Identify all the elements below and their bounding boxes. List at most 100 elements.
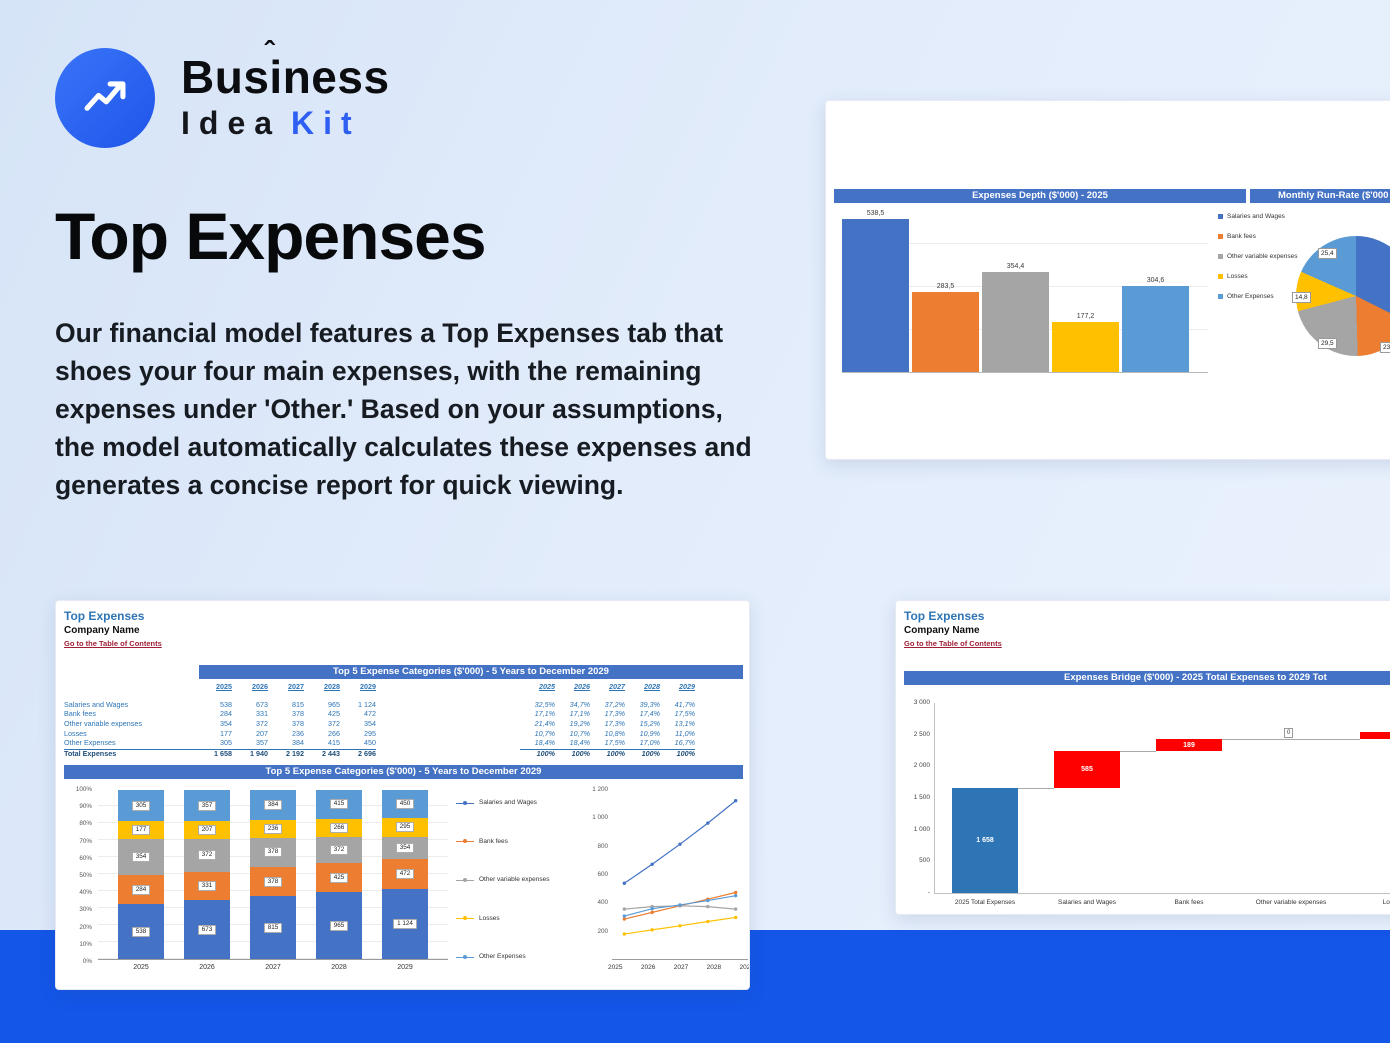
x-axis-label: 2028 — [706, 964, 722, 971]
value-cell: 450 — [364, 738, 376, 748]
percent-cell: 10,7% — [534, 728, 555, 738]
segment-value-label: 538 — [131, 926, 151, 937]
bar — [1052, 321, 1119, 372]
waterfall-bar: 1 658 — [952, 788, 1018, 893]
data-point — [733, 890, 738, 895]
stacked-bar: 357 207 372 331 673 — [184, 790, 230, 959]
sheet-title: Top Expenses — [64, 609, 145, 623]
legend-item: Other variable expenses — [1218, 253, 1298, 261]
bar-value-label: 304,6 — [1146, 276, 1165, 284]
legend-line-icon — [456, 916, 474, 921]
waterfall-bar: 585 — [1054, 750, 1120, 788]
value-cell: 425 — [328, 709, 340, 719]
percent-cell: 100% — [555, 748, 590, 759]
legend-label: Losses — [1227, 273, 1248, 280]
legend-line-icon — [456, 800, 474, 805]
value-cell: 384 — [292, 738, 304, 748]
legend-item: Bank fees — [1218, 233, 1298, 241]
table-year-header-row: 2025 2026 2027 2028 2029 2025 2026 2027 2028 2029 — [64, 682, 743, 692]
expense-table-header: Top 5 Expense Categories ($'000) - 5 Yea… — [199, 665, 743, 679]
legend-label: Bank fees — [1227, 233, 1256, 240]
stacked-segment: 354 — [382, 836, 428, 859]
legend-swatch — [1218, 254, 1223, 259]
stacked-segment: 378 — [250, 837, 296, 867]
value-cell: 673 — [256, 699, 268, 709]
logo-circle — [55, 48, 155, 148]
bar-value-label: 0 — [1284, 728, 1294, 738]
bar — [1122, 285, 1189, 372]
percent-cell: 18,4% — [534, 738, 555, 748]
legend-item: Losses — [456, 915, 568, 923]
legend-label: Salaries and Wages — [1227, 213, 1285, 220]
segment-value-label: 415 — [329, 799, 349, 810]
data-point — [706, 919, 710, 924]
stacked-segment: 372 — [316, 837, 362, 863]
value-cell: 354 — [364, 718, 376, 728]
percent-cell: 34,7% — [569, 699, 590, 709]
value-cell: 815 — [292, 699, 304, 709]
bar-value-label: 538,5 — [866, 210, 885, 218]
stacked-bar: 415 266 372 425 965 — [316, 790, 362, 959]
percent-cell: 32,5% — [534, 699, 555, 709]
legend-label: Losses — [479, 914, 500, 922]
value-cell: 415 — [328, 738, 340, 748]
segment-value-label: 965 — [329, 920, 349, 931]
bar — [912, 291, 979, 372]
stacked-segment: 357 — [184, 790, 230, 822]
bar-value-label: 189 — [1183, 741, 1195, 749]
logo-name-i: i — [269, 51, 283, 103]
pie-data-label: 23,7 — [1380, 342, 1390, 353]
legend-swatch — [1218, 274, 1223, 279]
stacked-bar: 450 295 354 472 1 124 — [382, 790, 428, 959]
stacked-segment: 284 — [118, 875, 164, 905]
legend-label: Other variable expenses — [1227, 253, 1298, 260]
data-point — [622, 917, 627, 921]
stacked-segment: 815 — [250, 896, 296, 959]
percent-cell: 100% — [625, 748, 660, 759]
segment-value-label: 815 — [263, 922, 283, 933]
table-of-contents-link[interactable]: Go to the Table of Contents — [64, 639, 162, 648]
monthly-run-rate-pie-chart: 25,4 14,8 29,5 23,7 — [1292, 236, 1390, 356]
data-point — [622, 881, 627, 885]
year-header: 2025 — [216, 682, 232, 691]
y-axis-tick: 30% — [79, 906, 92, 914]
value-cell: 207 — [256, 728, 268, 738]
value-cell: 472 — [364, 709, 376, 719]
value-cell: 305 — [220, 738, 232, 748]
pie-data-label: 25,4 — [1318, 248, 1337, 259]
legend-item: Other Expenses — [1218, 293, 1298, 301]
percent-cell: 16,7% — [674, 738, 695, 748]
connector-line — [1018, 788, 1054, 789]
data-point — [733, 915, 738, 920]
segment-value-label: 331 — [197, 880, 217, 891]
y-axis-tick: 1 500 — [913, 794, 930, 801]
x-axis-label: Salaries and Wages — [1058, 899, 1116, 906]
year-header: 2027 — [609, 682, 625, 691]
segment-value-label: 378 — [263, 847, 283, 858]
table-of-contents-link[interactable]: Go to the Table of Contents — [904, 639, 1002, 648]
percent-cell: 17,4% — [639, 709, 660, 719]
segment-value-label: 284 — [131, 884, 151, 895]
legend-line-icon — [456, 877, 474, 882]
x-axis-label: 2025 — [133, 964, 149, 971]
percent-cell: 17,3% — [604, 718, 625, 728]
legend-item: Other Expenses — [456, 953, 568, 961]
data-point — [650, 907, 654, 911]
percent-cell: 10,9% — [639, 728, 660, 738]
row-label: Total Expenses — [64, 748, 196, 759]
legend-marker — [463, 954, 467, 959]
x-axis-label: Losses — [1382, 899, 1390, 906]
pie-data-label: 29,5 — [1318, 338, 1337, 349]
y-axis-tick: 90% — [79, 803, 92, 811]
data-point — [733, 799, 738, 803]
waterfall-bar: 189 — [1156, 739, 1222, 751]
table-row: Other variable expenses 354 372 378 372 354 21… — [64, 718, 743, 729]
connector-line — [1258, 739, 1324, 740]
stacked-segment: 207 — [184, 821, 230, 840]
segment-value-label: 1 124 — [393, 918, 417, 929]
table-row: Total Expenses 1 658 1 940 2 192 2 443 2 696 1… — [64, 748, 743, 759]
y-axis-tick: 2 500 — [913, 730, 930, 738]
percent-cell: 19,2% — [569, 718, 590, 728]
percent-cell: 41,7% — [674, 699, 695, 709]
waterfall-chart: 3 000 2 500 2 000 1 500 1 000 500 - 1 658 2025 T… — [896, 601, 1390, 914]
